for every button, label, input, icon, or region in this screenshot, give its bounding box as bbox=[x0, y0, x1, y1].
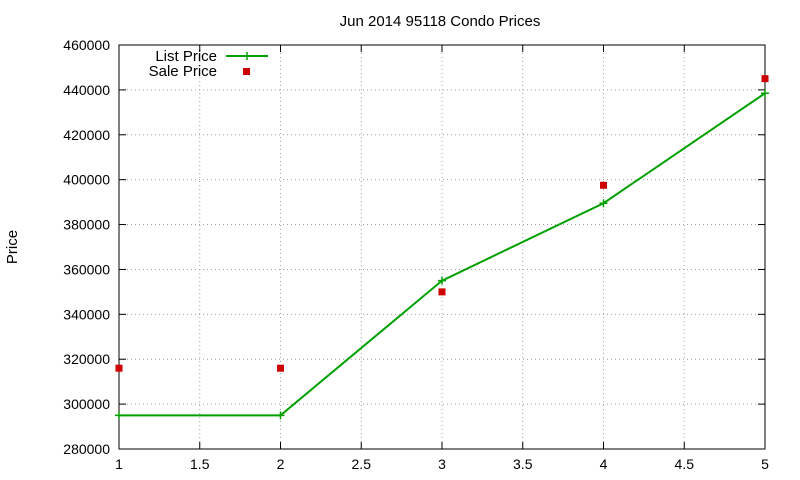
x-tick-label: 2 bbox=[277, 456, 285, 472]
sale-price-point bbox=[115, 364, 123, 372]
list-price-point bbox=[276, 411, 285, 420]
grid bbox=[119, 45, 765, 449]
legend: List Price Sale Price bbox=[149, 48, 268, 80]
legend-label-sale-price: Sale Price bbox=[149, 63, 217, 80]
x-tick-label: 3 bbox=[438, 456, 446, 472]
x-tick-label: 4.5 bbox=[675, 456, 695, 472]
legend-label-list-price: List Price bbox=[155, 48, 217, 65]
legend-marker-sale-price bbox=[243, 68, 250, 75]
y-axis-label: Price bbox=[4, 230, 21, 264]
y-tick-label: 360000 bbox=[63, 261, 110, 277]
y-tick-label: 400000 bbox=[63, 172, 110, 188]
list-price-point bbox=[115, 411, 123, 420]
sale-price-point bbox=[600, 181, 607, 189]
y-tick-label: 420000 bbox=[63, 127, 110, 143]
x-tick-label: 1 bbox=[115, 456, 123, 472]
y-tick-label: 300000 bbox=[63, 396, 110, 412]
legend-marker-list-price bbox=[243, 52, 251, 60]
x-tick-label: 3.5 bbox=[513, 456, 533, 472]
series bbox=[115, 75, 769, 420]
y-tick-label: 460000 bbox=[63, 37, 110, 53]
y-tick-label: 380000 bbox=[63, 217, 110, 233]
x-tick-label: 5 bbox=[761, 456, 769, 472]
list-price-point bbox=[438, 276, 446, 285]
sale-price-point bbox=[761, 75, 769, 83]
y-tick-label: 340000 bbox=[63, 306, 110, 322]
x-tick-label: 2.5 bbox=[352, 456, 372, 472]
list-price-point bbox=[761, 89, 769, 98]
y-tick-label: 440000 bbox=[63, 82, 110, 98]
y-tick-label: 280000 bbox=[63, 441, 110, 457]
sale-price-point bbox=[277, 364, 284, 372]
x-tick-label: 4 bbox=[600, 456, 608, 472]
x-tick-label: 1.5 bbox=[190, 456, 210, 472]
y-tick-label: 320000 bbox=[63, 351, 110, 367]
sale-price-point bbox=[438, 288, 446, 296]
axis-ticks: 1 1.5 2 2.5 3 3.5 4 4.5 5 280000 300000 320000 34000… bbox=[63, 37, 769, 472]
chart-title: Jun 2014 95118 Condo Prices bbox=[340, 13, 541, 30]
list-price-point bbox=[599, 199, 608, 208]
